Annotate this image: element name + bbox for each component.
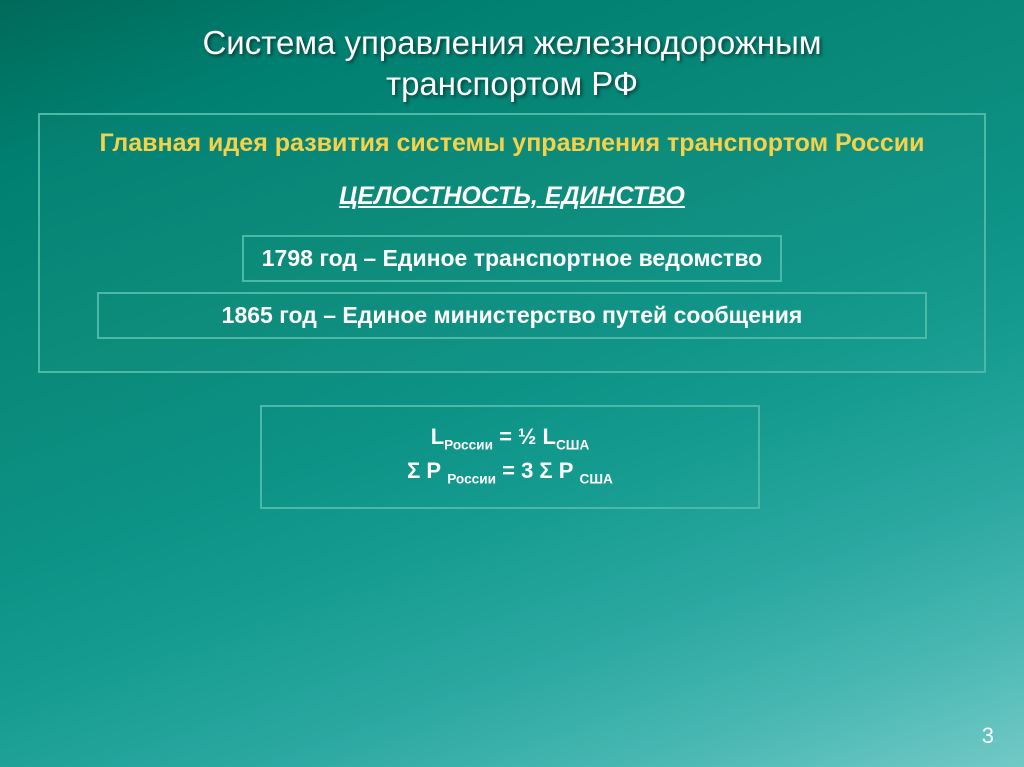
slide: Система управления железнодорожным транс… xyxy=(0,0,1024,767)
formula-box: LРоссии = ½ LСША Σ Р России = 3 Σ Р США xyxy=(260,405,760,509)
panel-subhead: ЦЕЛОСТНОСТЬ, ЕДИНСТВО xyxy=(40,182,984,211)
title-line-2: транспортом РФ xyxy=(386,65,638,102)
year-box-1865: 1865 год – Единое министерство путей соо… xyxy=(97,292,928,339)
formula-line-2: Σ Р России = 3 Σ Р США xyxy=(270,455,750,489)
formula-line-1: LРоссии = ½ LСША xyxy=(270,421,750,455)
page-number: 3 xyxy=(982,723,994,749)
title-line-1: Система управления железнодорожным xyxy=(202,24,821,61)
slide-title: Система управления железнодорожным транс… xyxy=(0,0,1024,105)
panel-header: Главная идея развития системы управления… xyxy=(40,115,984,164)
year-box-1798: 1798 год – Единое транспортное ведомство xyxy=(242,235,782,282)
main-panel: Главная идея развития системы управления… xyxy=(38,113,986,373)
